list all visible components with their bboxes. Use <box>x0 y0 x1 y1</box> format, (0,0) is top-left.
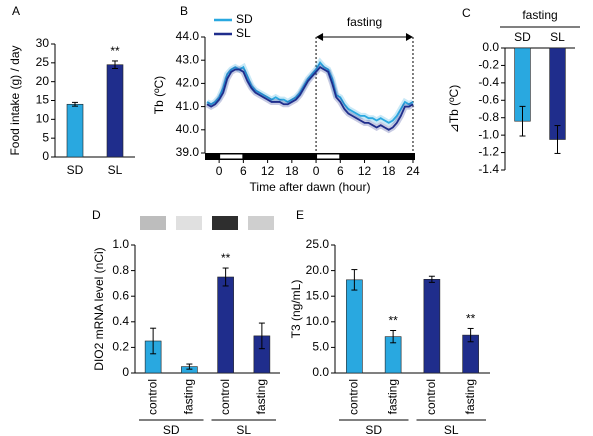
y-tick-label: 25 <box>36 55 50 69</box>
y-tick-label: 30 <box>36 36 50 50</box>
blot-thumbnail <box>176 216 202 230</box>
legend-label: SL <box>236 26 251 40</box>
y-tick-label: 25.0 <box>306 237 330 251</box>
x-tick-label: SD <box>514 30 531 44</box>
group-label: SD <box>163 423 180 436</box>
y-tick-label: 40.0 <box>176 122 200 136</box>
panel-label: E <box>296 208 304 222</box>
x-tick-label: fasting <box>385 379 399 414</box>
y-tick-label: 44.0 <box>176 29 200 43</box>
y-tick-label: 5.0 <box>312 340 329 354</box>
x-tick-label: 12 <box>358 164 372 178</box>
x-tick-label: fasting <box>182 379 196 414</box>
x-tick-label: control <box>145 379 159 415</box>
light-period <box>317 154 340 159</box>
panel-label: A <box>12 4 20 18</box>
y-tick-label: -1.2 <box>478 145 499 159</box>
y-tick-label: -0.2 <box>478 58 499 72</box>
y-axis-label: Tb (ºC) <box>152 76 166 114</box>
y-tick-label: -0.6 <box>478 92 499 106</box>
x-tick-label: control <box>424 379 438 415</box>
x-tick-label: 0 <box>313 164 320 178</box>
x-tick-label: 18 <box>382 164 396 178</box>
y-tick-label: 39.0 <box>176 145 200 159</box>
x-tick-label: 6 <box>337 164 344 178</box>
panel-label: C <box>462 6 471 20</box>
bar <box>66 103 84 158</box>
blot-thumbnail <box>140 216 166 230</box>
y-tick-label: 0.8 <box>112 263 129 277</box>
y-tick-label: 1.0 <box>112 237 129 251</box>
y-tick-label: 41.0 <box>176 99 200 113</box>
bar <box>217 276 234 374</box>
group-label: SL <box>444 423 459 436</box>
y-tick-label: -0.8 <box>478 110 499 124</box>
y-tick-label: 5 <box>42 130 49 144</box>
dark-period <box>205 153 415 160</box>
panel-label: B <box>180 4 188 18</box>
x-tick-label: control <box>347 379 361 415</box>
bar <box>106 64 124 158</box>
group-label: SD <box>365 423 382 436</box>
significance: ** <box>388 314 398 328</box>
x-tick-label: 24 <box>406 164 420 178</box>
x-tick-label: 0 <box>216 164 223 178</box>
y-axis-label: T3 (ng/mL) <box>289 280 303 339</box>
x-tick-label: 6 <box>240 164 247 178</box>
x-axis-label: Time after dawn (hour) <box>250 180 371 194</box>
series-line <box>206 66 414 131</box>
y-axis-label: DIO2 mRNA level (nCi) <box>92 247 106 370</box>
panel-title: fasting <box>522 8 557 22</box>
blot-thumbnail <box>248 216 274 230</box>
y-tick-label: 20 <box>36 74 50 88</box>
y-tick-label: 0 <box>42 149 49 163</box>
x-tick-label: 18 <box>285 164 299 178</box>
significance: ** <box>110 44 120 58</box>
y-tick-label: 0 <box>122 365 129 379</box>
x-tick-label: SL <box>108 163 123 177</box>
y-axis-label: Food intake (g) / day <box>8 45 22 155</box>
panel-label: D <box>92 208 101 222</box>
y-tick-label: 20.0 <box>306 263 330 277</box>
y-tick-label: 10.0 <box>306 314 330 328</box>
legend-label: SD <box>236 12 253 26</box>
y-tick-label: 10 <box>36 112 50 126</box>
x-tick-label: fasting <box>254 379 268 414</box>
y-tick-label: 0.2 <box>112 340 129 354</box>
y-tick-label: -1.0 <box>478 127 499 141</box>
x-tick-label: control <box>218 379 232 415</box>
y-tick-label: -1.4 <box>478 162 499 176</box>
x-tick-label: fasting <box>463 379 477 414</box>
bar <box>423 279 441 374</box>
y-tick-label: 15.0 <box>306 288 330 302</box>
group-label: SL <box>236 423 251 436</box>
y-tick-label: 0.0 <box>312 365 329 379</box>
blot-thumbnail <box>212 216 238 230</box>
x-tick-label: 12 <box>261 164 275 178</box>
y-tick-label: -0.4 <box>478 75 499 89</box>
annotation: fasting <box>347 15 382 29</box>
bar <box>346 279 363 374</box>
y-tick-label: 42.0 <box>176 76 200 90</box>
significance: ** <box>221 251 231 265</box>
y-tick-label: 15 <box>36 93 50 107</box>
x-tick-label: SL <box>550 30 565 44</box>
y-tick-label: 43.0 <box>176 52 200 66</box>
light-period <box>220 154 243 159</box>
y-tick-label: 0.6 <box>112 288 129 302</box>
y-tick-label: 0.4 <box>112 314 129 328</box>
x-tick-label: SD <box>67 163 84 177</box>
y-tick-label: 0.0 <box>482 40 499 54</box>
y-axis-label: ⊿Tb (ºC) <box>447 85 461 133</box>
series-line <box>206 60 414 124</box>
significance: ** <box>466 312 476 326</box>
